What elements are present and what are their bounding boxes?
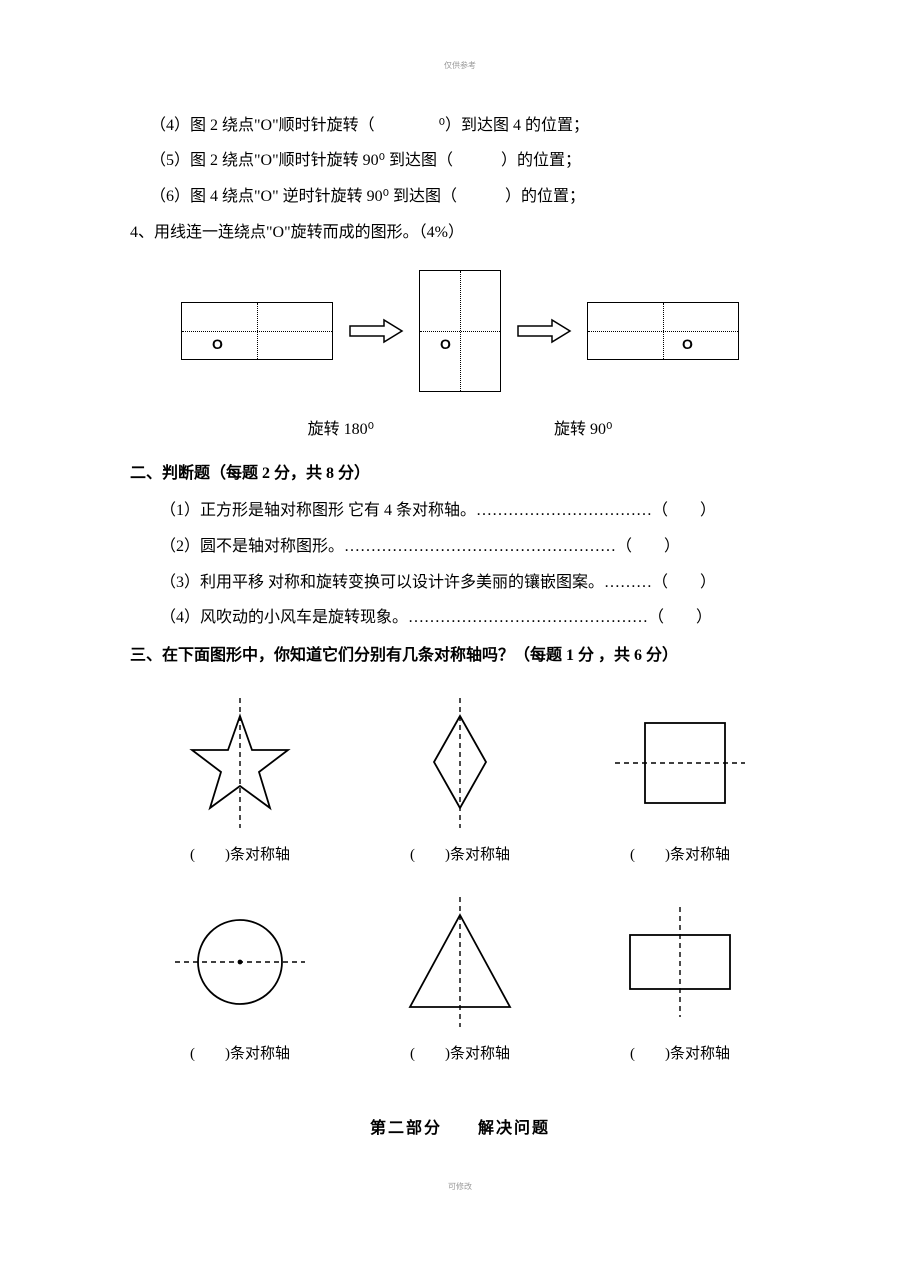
shapes-row-1: ( )条对称轴 ( )条对称轴 ( )条对称轴 bbox=[120, 698, 800, 867]
rect-wide-left: O bbox=[181, 302, 333, 360]
shape-circle: ( )条对称轴 bbox=[160, 897, 320, 1066]
shape-circle-label: ( )条对称轴 bbox=[160, 1042, 320, 1066]
o-label-2: O bbox=[440, 333, 451, 355]
judge-3: （3）利用平移 对称和旋转变换可以设计许多美丽的镶嵌图案。………（ ） bbox=[160, 570, 800, 596]
rect-tall-mid: O bbox=[419, 270, 501, 392]
o-label-3: O bbox=[682, 333, 693, 355]
question-4: （4）图 2 绕点"O"顺时针旋转（ ⁰）到达图 4 的位置； bbox=[150, 113, 800, 139]
rect-wide-right: O bbox=[587, 302, 739, 360]
question-6: （6）图 4 绕点"O" 逆时针旋转 90⁰ 到达图（ ）的位置； bbox=[150, 184, 800, 210]
shape-rectangle-label: ( )条对称轴 bbox=[600, 1042, 760, 1066]
shape-rectangle: ( )条对称轴 bbox=[600, 897, 760, 1066]
arrow-icon bbox=[516, 317, 572, 345]
rotation-diagram: O O O bbox=[120, 270, 800, 392]
page-footer-tiny: 可修改 bbox=[120, 1181, 800, 1194]
shape-square-label: ( )条对称轴 bbox=[600, 843, 760, 867]
shapes-row-2: ( )条对称轴 ( )条对称轴 ( )条对称轴 bbox=[120, 897, 800, 1066]
label-90: 旋转 90⁰ bbox=[554, 417, 612, 443]
page-header-tiny: 仅供参考 bbox=[120, 60, 800, 73]
arrow-icon bbox=[348, 317, 404, 345]
section-2-head: 二、判断题（每题 2 分，共 8 分） bbox=[130, 461, 800, 487]
shape-triangle-label: ( )条对称轴 bbox=[380, 1042, 540, 1066]
rotation-labels: 旋转 180⁰ 旋转 90⁰ bbox=[120, 417, 800, 443]
judge-1: （1）正方形是轴对称图形 它有 4 条对称轴。……………………………（ ） bbox=[160, 498, 800, 524]
label-180: 旋转 180⁰ bbox=[308, 417, 374, 443]
question-connect: 4、用线连一连绕点"O"旋转而成的图形。（4%） bbox=[130, 220, 800, 246]
judge-2: （2）圆不是轴对称图形。……………………………………………（ ） bbox=[160, 534, 800, 560]
judge-4: （4）风吹动的小风车是旋转现象。………………………………………（ ） bbox=[160, 605, 800, 631]
part-2-heading: 第二部分 解决问题 bbox=[120, 1116, 800, 1142]
section-3-head: 三、在下面图形中，你知道它们分别有几条对称轴吗？（每题 1 分 ，共 6 分） bbox=[130, 643, 800, 669]
shape-triangle: ( )条对称轴 bbox=[380, 897, 540, 1066]
shape-star: ( )条对称轴 bbox=[160, 698, 320, 867]
shape-diamond: ( )条对称轴 bbox=[380, 698, 540, 867]
shape-star-label: ( )条对称轴 bbox=[160, 843, 320, 867]
shape-square: ( )条对称轴 bbox=[600, 698, 760, 867]
question-5: （5）图 2 绕点"O"顺时针旋转 90⁰ 到达图（ ）的位置； bbox=[150, 148, 800, 174]
shape-diamond-label: ( )条对称轴 bbox=[380, 843, 540, 867]
o-label-1: O bbox=[212, 333, 223, 355]
